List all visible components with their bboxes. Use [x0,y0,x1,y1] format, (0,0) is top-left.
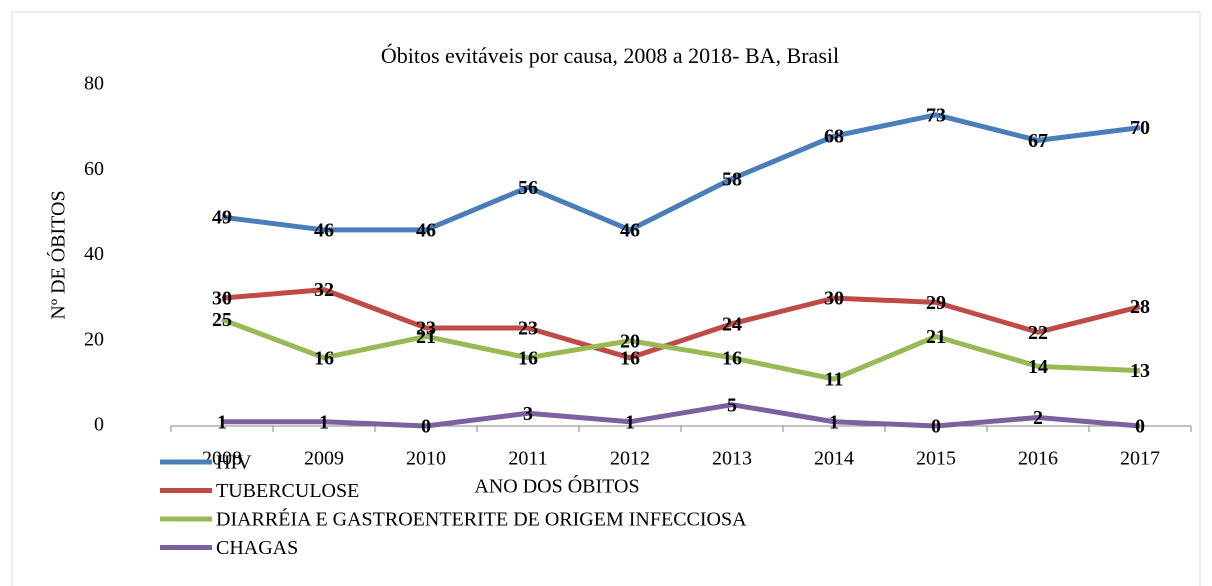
data-label: 56 [518,177,538,199]
data-label: 16 [620,347,640,369]
data-label: 16 [314,347,334,369]
data-label: 14 [1028,356,1048,378]
data-label: 22 [1028,322,1048,344]
y-tick-label: 40 [84,243,104,265]
data-label: 2 [1033,407,1043,429]
data-label: 13 [1130,360,1150,382]
series-line [221,287,1141,361]
data-label: 73 [926,104,946,126]
data-label: 32 [314,279,334,301]
x-tick-label: 2017 [1120,448,1160,470]
y-tick-label: 80 [84,73,104,95]
data-label: 1 [319,411,329,433]
data-label: 5 [727,394,737,416]
chart-frame [11,11,1201,586]
data-label: 16 [722,347,742,369]
data-label: 20 [620,330,640,352]
data-label: 3 [523,403,533,425]
data-label: 30 [212,288,232,310]
data-label: 30 [824,288,844,310]
data-label: 11 [825,369,844,391]
x-tick-label: 2016 [1018,448,1058,470]
data-label: 0 [931,416,941,438]
data-label: 1 [217,411,227,433]
x-tick-label: 2009 [304,448,344,470]
data-label: 0 [1135,416,1145,438]
data-label: 46 [314,220,334,242]
data-label: 68 [824,126,844,148]
x-tick-label: 2014 [814,448,854,470]
data-label: 16 [518,347,538,369]
legend-label: DIARRÉIA E GASTROENTERITE DE ORIGEM INFE… [216,508,747,531]
chart-title: Óbitos evitáveis por causa, 2008 a 2018-… [381,43,839,68]
data-label: 1 [625,411,635,433]
x-tick-label: 2013 [712,448,752,470]
series-line [221,112,1141,233]
y-axis-label: Nº DE ÓBITOS [46,190,70,319]
x-axis-label: ANO DOS ÓBITOS [474,474,639,498]
data-label: 23 [416,318,436,340]
series-line [221,317,1141,382]
legend-label: TUBERCULOSE [216,480,359,502]
x-tick-label: 2015 [916,448,956,470]
data-label: 1 [829,411,839,433]
data-label: 28 [1130,296,1150,318]
y-tick-label: 20 [84,328,104,350]
data-label: 24 [722,313,742,335]
data-label: 0 [421,416,431,438]
legend-label: HIV [216,452,252,474]
x-tick-label: 2010 [406,448,446,470]
data-label: 58 [722,168,742,190]
data-label: 49 [212,207,232,229]
data-label: 23 [518,318,538,340]
data-label: 46 [620,220,640,242]
data-label: 46 [416,220,436,242]
data-label: 25 [212,309,232,331]
y-tick-label: 0 [94,414,104,436]
data-label: 21 [926,326,946,348]
y-tick-label: 60 [84,158,104,180]
data-label: 70 [1130,117,1150,139]
data-label: 67 [1028,130,1048,152]
legend-label: CHAGAS [216,537,298,559]
series-line [222,402,1141,429]
x-tick-label: 2011 [508,448,547,470]
x-tick-label: 2012 [610,448,650,470]
data-label: 21 [416,326,436,348]
data-label: 29 [926,292,946,314]
